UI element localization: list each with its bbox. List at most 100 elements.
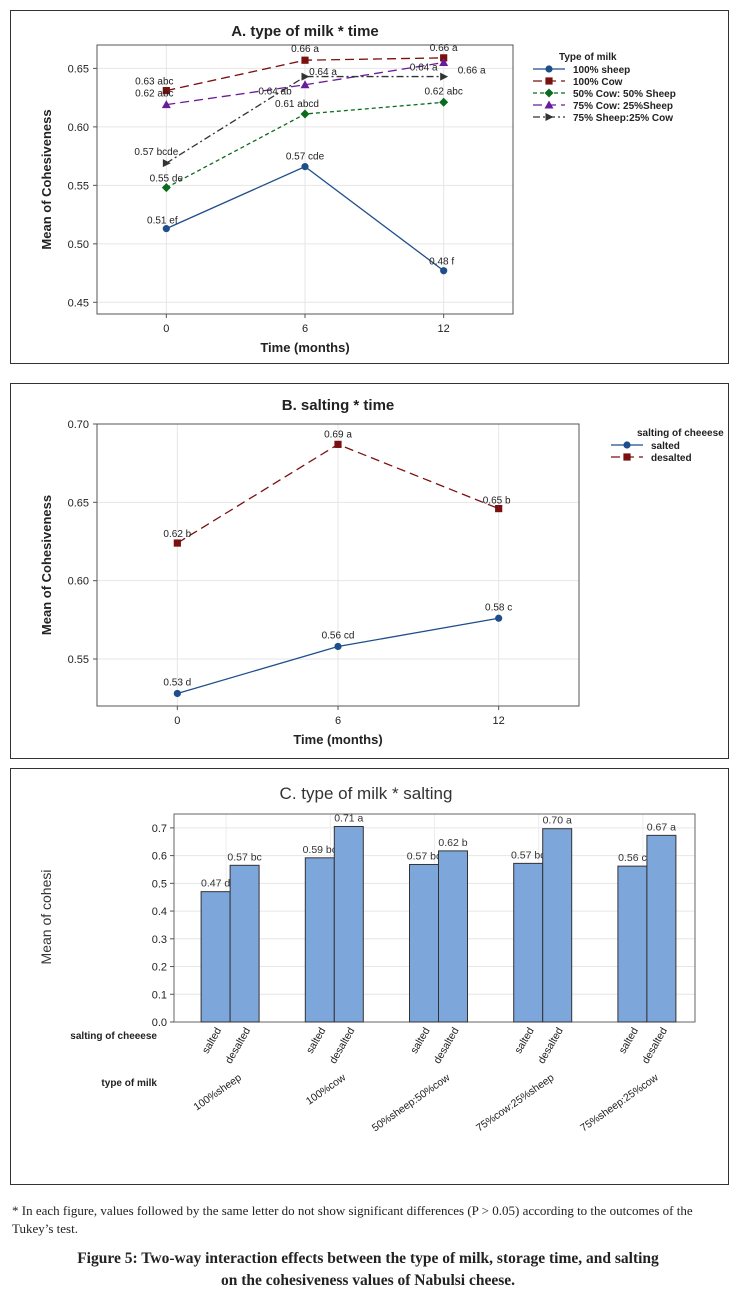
data-point (301, 163, 309, 171)
data-point (300, 109, 310, 119)
y-tick-label: 0.60 (68, 576, 89, 588)
data-label: 0.69 a (324, 429, 352, 440)
legend-marker (544, 88, 554, 98)
data-label: 0.66 a (458, 66, 486, 77)
bar-value-label: 0.71 a (334, 812, 363, 824)
y-axis-label: Mean of cohesi (38, 870, 54, 965)
y-tick-label: 0.6 (152, 851, 167, 863)
data-label: 0.64 a (410, 63, 438, 74)
row-label-salting: salting of cheeese (70, 1031, 157, 1042)
legend-marker (623, 453, 631, 461)
caption-line-2: on the cohesiveness values of Nabulsi ch… (220, 1272, 516, 1289)
y-tick-label: 0.5 (152, 878, 167, 890)
data-point (161, 100, 171, 109)
legend-entry: desalted (651, 453, 692, 464)
x-tick-label-salting: desalted (536, 1025, 566, 1066)
data-label: 0.57 bcde (134, 147, 178, 158)
legend-entry: 75% Cow: 25%Sheep (573, 101, 673, 112)
legend-marker (623, 441, 631, 449)
data-point (162, 225, 170, 233)
footnote: * In each figure, values followed by the… (12, 1203, 693, 1236)
data-label: 0.55 de (150, 174, 184, 185)
data-label: 0.61 abcd (275, 99, 319, 110)
y-tick-label: 0.55 (68, 654, 89, 666)
y-tick-label: 0.1 (152, 989, 167, 1001)
chart-panel-c: C. type of milk * salting 0.0 0.1 0.2 0.3 0.4… (10, 768, 729, 1185)
data-label: 0.56 cd (322, 630, 355, 641)
y-tick-label: 0.7 (152, 823, 167, 835)
y-tick-label: 0.2 (152, 962, 167, 974)
legend-entry: 50% Cow: 50% Sheep (573, 89, 676, 100)
data-label: 0.66 a (291, 44, 319, 55)
chart-panel-a: A. type of milk * time 0.45 0.50 0.55 0.60 0.… (10, 10, 729, 364)
data-label: 0.64 ab (258, 87, 292, 98)
data-point (440, 54, 448, 62)
data-point (300, 80, 310, 89)
x-tick-label-salting: salted (512, 1025, 536, 1055)
legend-entry: 75% Sheep:25% Cow (573, 113, 673, 124)
y-tick-label: 0.55 (68, 180, 89, 192)
bar-value-label: 0.57 bc (511, 849, 545, 861)
x-tick-label-salting: desalted (327, 1025, 357, 1066)
y-tick-label: 0.50 (68, 239, 89, 251)
x-axis-label: Time (months) (260, 340, 349, 355)
bar-value-label: 0.57 bc (407, 850, 441, 862)
bar (409, 863, 439, 1023)
bar-value-label: 0.56 c (618, 852, 647, 864)
legend-entry: salted (651, 441, 680, 452)
bar-value-label: 0.67 a (647, 821, 676, 833)
data-point (334, 440, 342, 448)
x-tick-label: 0 (174, 715, 180, 727)
legend-marker (545, 113, 554, 121)
bar (229, 864, 260, 1023)
data-point (162, 159, 171, 168)
bar-value-label: 0.59 bc (303, 844, 337, 856)
bar-chart-type-of-milk-salting: C. type of milk * salting 0.0 0.1 0.2 0.3 0.4… (38, 784, 696, 1135)
y-tick-label: 0.65 (68, 497, 89, 509)
data-point (439, 58, 449, 67)
bar (542, 828, 573, 1023)
x-tick-label: 6 (302, 323, 308, 335)
bar (646, 834, 677, 1023)
data-label: 0.57 cde (286, 152, 325, 163)
x-tick-label-salting: salted (200, 1025, 224, 1055)
data-point (173, 689, 181, 698)
chart-title: A. type of milk * time (231, 23, 379, 40)
data-label: 0.58 c (485, 602, 512, 613)
x-tick-label-salting: desalted (431, 1025, 461, 1066)
x-tick-label-milk: 100%cow (304, 1071, 349, 1107)
bar (333, 825, 364, 1023)
x-axis-label: Time (months) (293, 732, 382, 747)
data-label: 0.48 f (429, 257, 454, 268)
data-point (162, 87, 170, 95)
x-tick-label-milk: 75%cow:25%sheep (474, 1072, 557, 1135)
legend-marker (544, 100, 554, 109)
x-tick-label: 6 (335, 715, 341, 727)
data-label: 0.53 d (163, 677, 191, 688)
data-point (439, 97, 449, 107)
bar (617, 865, 648, 1023)
data-label: 0.64 a (309, 67, 337, 78)
legend-entry: 100% Cow (573, 77, 623, 88)
legend-title: Type of milk (559, 52, 617, 63)
line-chart-type-of-milk-time: A. type of milk * time 0.45 0.50 0.55 0.60 0.… (39, 23, 676, 355)
x-tick-label-milk: 50%sheep:50%cow (370, 1071, 453, 1134)
bar-value-label: 0.57 bc (227, 851, 261, 863)
x-tick-label-salting: desalted (640, 1025, 670, 1066)
y-tick-label: 0.65 (68, 63, 89, 75)
chart-title: B. salting * time (282, 397, 395, 414)
x-tick-label-salting: salted (617, 1025, 641, 1055)
legend-entry: 100% sheep (573, 65, 630, 76)
bar-value-label: 0.62 b (438, 837, 467, 849)
y-tick-label: 0.60 (68, 122, 89, 134)
data-point (440, 267, 448, 275)
y-tick-label: 0.70 (68, 419, 89, 431)
bar (200, 891, 231, 1023)
data-label: 0.62 b (163, 529, 191, 540)
data-label: 0.65 b (483, 496, 511, 507)
data-label: 0.66 a (430, 43, 458, 54)
y-tick-label: 0.45 (68, 297, 89, 309)
x-tick-label: 12 (493, 715, 505, 727)
bar (438, 850, 468, 1023)
data-point (301, 72, 310, 81)
